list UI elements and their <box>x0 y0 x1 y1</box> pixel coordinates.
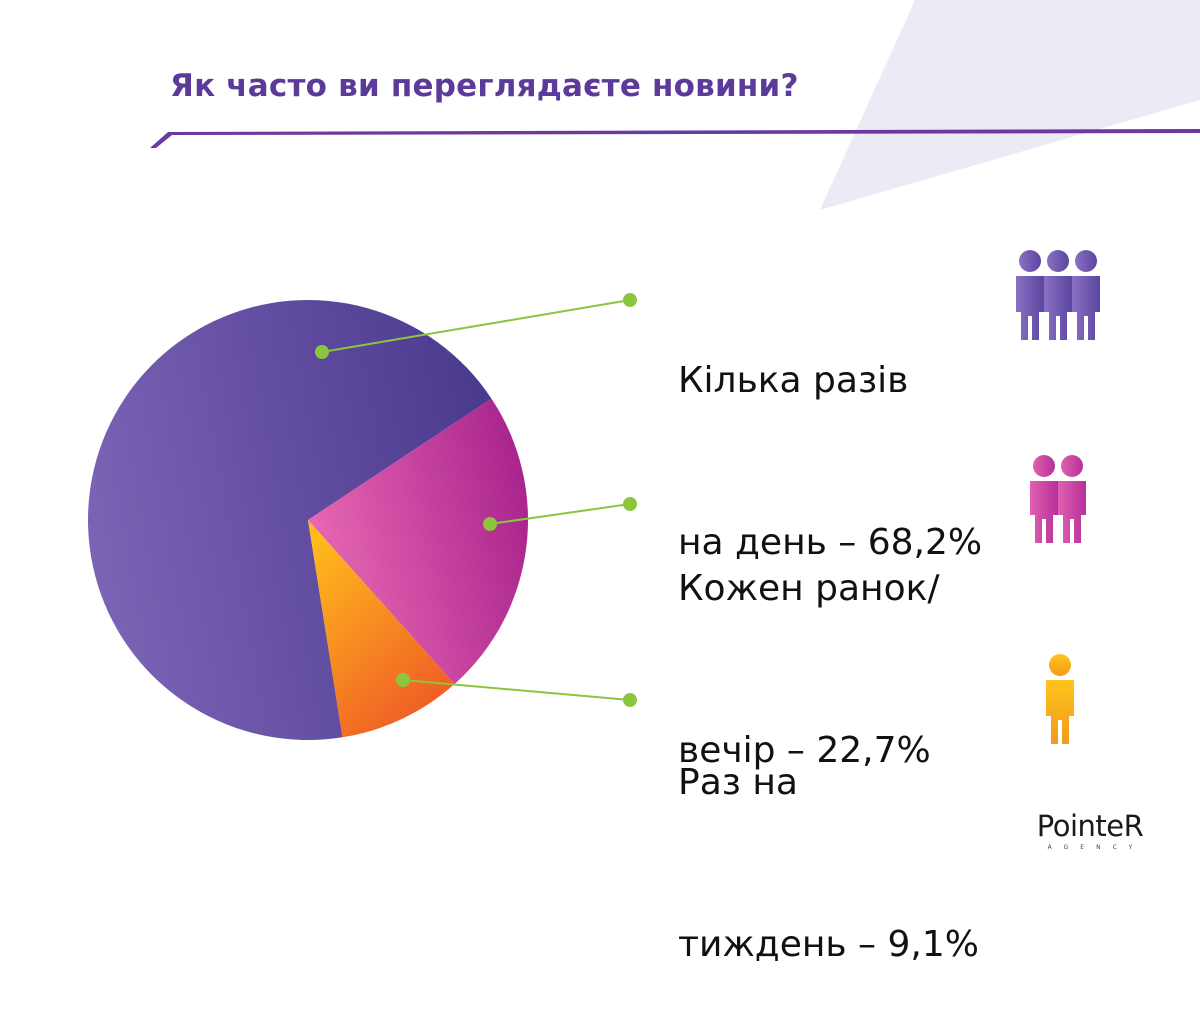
title-underline <box>150 129 1200 148</box>
leader-dot-3-end <box>623 693 637 707</box>
logo-wordmark: PointeR <box>1036 809 1144 843</box>
leader-dot-1-end <box>623 293 637 307</box>
legend-item-every-morning-evening: Кожен ранок/ вечір – 22,7% <box>678 454 940 832</box>
pie-chart <box>87 300 529 741</box>
leader-dot-1-start <box>315 345 329 359</box>
legend-item-once-a-week: Раз на тиждень – 9,1% <box>678 648 979 1026</box>
legend-label-line1: Кожен ранок/ <box>678 568 940 609</box>
leader-line-2 <box>489 503 631 525</box>
leader-lines <box>315 293 637 707</box>
leader-line-3 <box>402 679 631 701</box>
page-title: Як часто ви переглядаєте новини? <box>170 68 799 104</box>
leader-dot-2-end <box>623 497 637 511</box>
pie-slice-every-morning-evening <box>308 398 529 685</box>
leader-dot-3-start <box>396 673 410 687</box>
legend-label-line2: на день – 68,2% <box>678 522 983 563</box>
legend-item-several-times-a-day: Кілька разів на день – 68,2% <box>678 246 982 624</box>
leader-line-1 <box>321 299 631 353</box>
legend-label-line2: вечір – 22,7% <box>678 730 931 771</box>
background-triangle <box>820 0 1200 210</box>
pie-slice-once-a-week <box>308 520 455 738</box>
two-people-icon <box>1030 455 1086 543</box>
leader-dot-2-start <box>483 517 497 531</box>
legend-label-line1: Кілька разів <box>678 360 909 401</box>
legend-label-line1: Раз на <box>678 762 798 803</box>
one-person-icon <box>1046 654 1074 744</box>
pointer-agency-logo: PointeR AGENCY <box>1030 810 1150 851</box>
logo-subtitle: AGENCY <box>1047 844 1145 851</box>
infographic-canvas <box>87 0 1200 744</box>
pie-slice-several-times-a-day <box>87 300 492 741</box>
legend-label-line2: тиждень – 9,1% <box>678 924 979 965</box>
three-people-icon <box>1016 250 1100 340</box>
